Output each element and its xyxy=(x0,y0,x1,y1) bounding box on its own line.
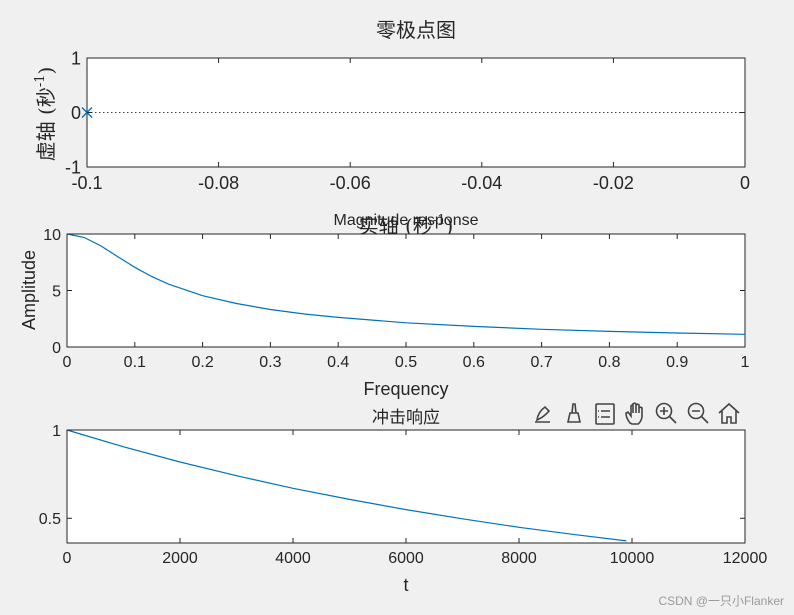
axes-toolbar xyxy=(535,402,740,425)
x-ticks: 0 2000 4000 6000 8000 10000 12000 xyxy=(63,430,768,567)
x-tick-label: 0.3 xyxy=(259,354,281,371)
y-ticks: 0.51 xyxy=(39,423,745,528)
impulse-xlabel: t xyxy=(403,575,408,595)
x-tick-label: 0.8 xyxy=(598,354,620,371)
x-tick-label: 8000 xyxy=(501,550,537,567)
x-tick-label: 0.2 xyxy=(191,354,213,371)
x-tick-label: 0.6 xyxy=(463,354,485,371)
x-tick-label: -0.06 xyxy=(330,173,371,193)
impulse-series-line xyxy=(66,429,627,542)
x-tick-label: 1 xyxy=(741,354,750,371)
magnitude-xlabel: Frequency xyxy=(363,379,448,399)
watermark: CSDN @一只小Flanker xyxy=(658,594,784,608)
zoom-in-icon[interactable] xyxy=(655,402,677,424)
magnitude-plot-area xyxy=(66,233,746,348)
impulse-title: 冲击响应 xyxy=(372,408,440,428)
magnitude-ylabel: Amplitude xyxy=(19,250,39,330)
x-ticks: -0.1 -0.08 -0.06 -0.04 -0.02 0 xyxy=(71,58,750,193)
y-tick-label: 1 xyxy=(71,48,81,68)
x-tick-label: -0.08 xyxy=(198,173,239,193)
y-ticks: -1 0 1 xyxy=(65,48,745,177)
zoom-out-icon[interactable] xyxy=(687,402,709,424)
x-tick-label: 12000 xyxy=(723,550,768,567)
x-tick-label: 0 xyxy=(63,550,72,567)
impulse-axes: 0 2000 4000 6000 8000 10000 12000 0.51 冲击响应 t xyxy=(39,408,768,595)
x-tick-label: 4000 xyxy=(275,550,311,567)
x-tick-label: 0.7 xyxy=(530,354,552,371)
magnitude-title: Magnitude response xyxy=(334,212,479,229)
data-cursor-icon[interactable] xyxy=(567,403,581,423)
pan-hand-icon[interactable] xyxy=(625,402,643,425)
x-tick-label: 0.5 xyxy=(395,354,417,371)
y-tick-label: -1 xyxy=(65,157,81,177)
pole-zero-ylabel: 虚轴 (秒-1) xyxy=(33,67,58,162)
impulse-plot-area xyxy=(66,429,746,544)
x-tick-label: 0.1 xyxy=(124,354,146,371)
x-tick-label: -0.02 xyxy=(593,173,634,193)
y-tick-label: 0 xyxy=(71,103,81,123)
home-icon[interactable] xyxy=(718,402,740,424)
pole-zero-axes: -0.1 -0.08 -0.06 -0.04 -0.02 0 -101 零极点图 实轴 (… xyxy=(33,18,750,238)
x-tick-label: 10000 xyxy=(610,550,655,567)
y-ticks: 0 5 10 xyxy=(43,227,745,357)
x-tick-label: 2000 xyxy=(162,550,198,567)
y-tick-label: 10 xyxy=(43,227,61,244)
y-tick-label: 1 xyxy=(52,423,61,440)
x-tick-label: 0.9 xyxy=(666,354,688,371)
pole-zero-title: 零极点图 xyxy=(376,18,456,42)
y-tick-label: 0.5 xyxy=(39,511,61,528)
x-tick-label: 0 xyxy=(740,173,750,193)
x-tick-label: 6000 xyxy=(388,550,424,567)
x-tick-label: -0.1 xyxy=(71,173,102,193)
x-ticks: 0 0.1 0.2 0.3 0.4 0.5 0.6 0.7 0.8 0.9 1 xyxy=(63,234,750,371)
x-tick-label: -0.04 xyxy=(461,173,502,193)
edit-brush-icon[interactable] xyxy=(535,405,551,423)
x-tick-label: 0 xyxy=(63,354,72,371)
y-tick-label: 0 xyxy=(52,340,61,357)
x-tick-label: 0.4 xyxy=(327,354,349,371)
y-tick-label: 5 xyxy=(52,283,61,300)
legend-icon[interactable] xyxy=(595,403,615,425)
magnitude-series-line xyxy=(66,233,746,335)
magnitude-axes: 0 0.1 0.2 0.3 0.4 0.5 0.6 0.7 0.8 0.9 1 0 5 10 Magni… xyxy=(19,212,750,399)
